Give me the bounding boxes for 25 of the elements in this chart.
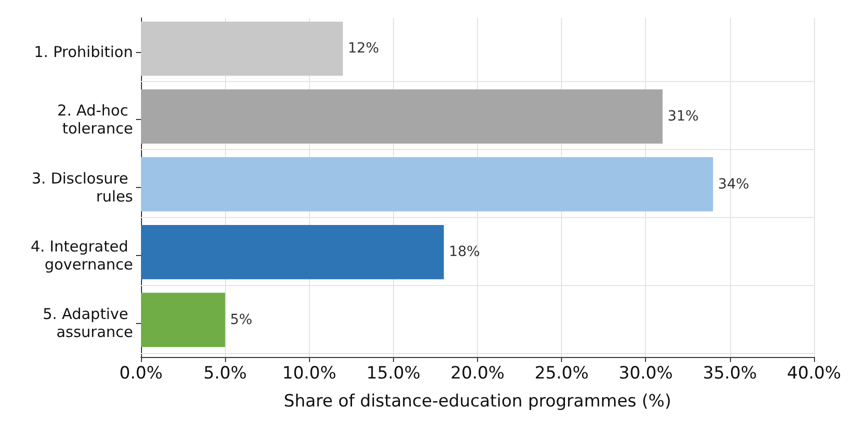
data-label: 31% — [668, 108, 699, 124]
y-tick-label: 1. Prohibition — [34, 42, 133, 61]
x-tick-label: 30.0% — [618, 364, 673, 384]
x-tick-label: 25.0% — [534, 364, 589, 384]
x-tick-label: 10.0% — [282, 364, 336, 384]
bar — [141, 22, 343, 76]
data-label: 5% — [230, 312, 252, 328]
x-tick-label: 20.0% — [450, 364, 505, 384]
x-axis-title: Share of distance-education programmes (%) — [284, 392, 672, 412]
y-tick-label: 3. Disclosure rules — [32, 170, 134, 206]
x-tick-label: 0.0% — [119, 364, 163, 384]
bar — [141, 157, 714, 212]
x-tick-label: 5.0% — [204, 364, 247, 384]
x-tick-label: 35.0% — [702, 364, 757, 384]
y-tick-label: 4. Integrated governance — [30, 237, 133, 274]
y-tick-label: 2. Ad-hoc tolerance — [57, 102, 133, 138]
bar — [141, 89, 663, 144]
data-label: 12% — [348, 40, 380, 57]
y-tick-label: 5. Adaptive assurance — [42, 305, 133, 342]
x-tick-label: 15.0% — [366, 364, 420, 384]
data-label: 18% — [448, 244, 480, 260]
data-label: 34% — [718, 176, 750, 192]
x-tick-label: 40.0% — [786, 364, 842, 384]
bar — [141, 292, 226, 348]
bar — [141, 224, 444, 280]
